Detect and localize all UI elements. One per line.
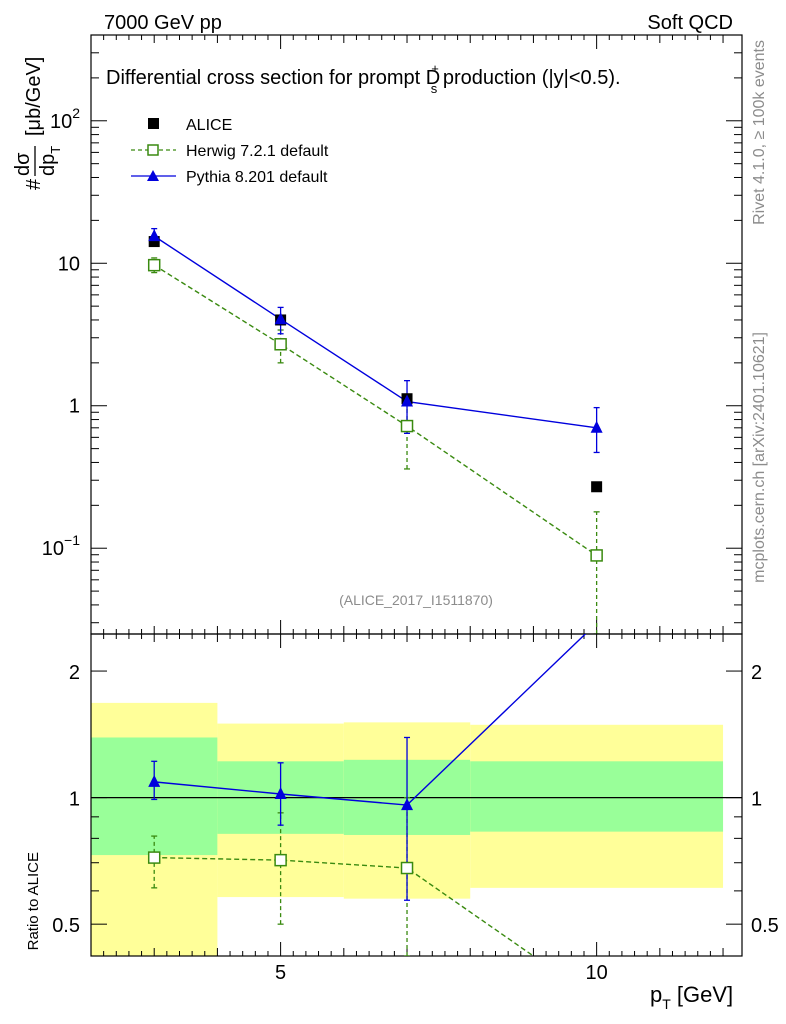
legend-alice: ALICE: [148, 117, 232, 134]
ratio-pythia-line: [154, 634, 587, 806]
herwig-point-2: [400, 419, 414, 433]
ratio-pythia-point-1: [274, 786, 287, 799]
header-left: 7000 GeV pp: [104, 12, 222, 34]
ylabel-den: dp: [37, 154, 59, 176]
ratio-herwig-line: [154, 856, 535, 956]
ylabel-unit: [μb/GeV]: [23, 57, 45, 136]
rivet-label: Rivet 4.1.0, ≥ 100k events: [751, 40, 768, 225]
main-y-tick-label-1: 10: [58, 253, 80, 275]
legend-alice-marker: [148, 118, 159, 129]
ylabel-denominator: dpT: [37, 146, 63, 176]
ratio-y-tick-label-right-2: 0.5: [751, 915, 779, 937]
xlabel-sub: T: [662, 996, 671, 1012]
alice-point-3: [591, 481, 603, 493]
ratio-pythia-point-0: [148, 774, 161, 787]
ratio-plot-frame: [90, 633, 743, 957]
ylabel-hash: #: [23, 178, 45, 190]
herwig-point-0: [147, 258, 161, 272]
ratio-herwig-point-1: [274, 853, 287, 867]
main-data: [147, 227, 603, 634]
legend-herwig-label: Herwig 7.2.1 default: [186, 143, 329, 160]
ylabel-den-sub: T: [48, 146, 63, 154]
ratio-y-tick-label-right-0: 2: [751, 662, 762, 684]
legend: ALICE Herwig 7.2.1 default Pythia 8.201 …: [131, 117, 329, 186]
ratio-panel: 2 2 1 1 0.5 0.5 5 10 Ratio to ALICE pT [GeV]: [25, 633, 779, 1012]
main-y-tick-base-1: 10: [58, 253, 80, 275]
legend-herwig: Herwig 7.2.1 default: [131, 143, 329, 160]
chart-title: Differential cross section for prompt D+…: [106, 61, 621, 96]
legend-herwig-marker: [147, 144, 159, 156]
ratio-pythia-point-2: [401, 798, 414, 811]
legend-pythia-label: Pythia 8.201 default: [186, 169, 328, 186]
main-y-tick-label-2: 1: [69, 396, 80, 418]
main-y-tick-base-0: 10: [50, 111, 72, 133]
main-y-tick-base-3: 10: [42, 538, 64, 560]
legend-pythia: Pythia 8.201 default: [131, 169, 328, 186]
x-tick-label-1: 10: [586, 962, 608, 984]
title-post: production (|y|<0.5).: [437, 67, 620, 89]
main-y-tick-base-2: 1: [69, 396, 80, 418]
pythia-point-2: [401, 394, 414, 407]
ratio-y-tick-label-left-1: 1: [69, 789, 80, 811]
alice-point-0: [148, 236, 160, 248]
main-y-tick-label-3: 10−1: [42, 532, 80, 560]
pythia-point-3: [590, 420, 603, 433]
x-axis-label: pT [GeV]: [650, 982, 733, 1012]
legend-pythia-marker: [147, 170, 159, 181]
ratio-herwig-point-2: [400, 861, 414, 875]
ratio-bands: [91, 702, 724, 956]
analysis-watermark: (ALICE_2017_I1511870): [339, 592, 493, 608]
pythia-point-1: [274, 312, 287, 325]
main-y-tick-exp-3: −1: [64, 532, 80, 548]
title-pre: Differential cross section for prompt D: [106, 67, 440, 89]
ratio-herwig-point-0: [147, 851, 161, 864]
main-y-tick-label-0: 102: [50, 105, 80, 133]
pythia-point-0: [148, 229, 161, 242]
main-ylabel: # dσ dpT [μb/GeV]: [12, 57, 63, 190]
ratio-ylabel: Ratio to ALICE: [25, 852, 42, 950]
herwig-line: [153, 264, 598, 557]
mcplots-label: mcplots.cern.ch [arXiv:2401.10621]: [751, 332, 768, 583]
ylabel-numerator: dσ: [12, 152, 34, 176]
ratio-y-tick-label-left-0: 2: [69, 662, 80, 684]
legend-alice-label: ALICE: [186, 117, 232, 134]
herwig-point-3: [590, 549, 603, 562]
header-right: Soft QCD: [647, 12, 733, 34]
ratio-y-tick-label-left-2: 0.5: [52, 915, 80, 937]
pythia-line: [153, 235, 597, 429]
title-sub: s: [431, 81, 438, 96]
stat-uncertainty-band-3: [470, 761, 724, 832]
xlabel-p: p: [650, 982, 662, 1007]
herwig-point-1: [274, 338, 287, 351]
x-tick-label-0: 5: [275, 962, 286, 984]
title-sup: +: [431, 61, 439, 76]
xlabel-unit: [GeV]: [671, 982, 733, 1007]
ratio-data: [147, 634, 587, 956]
ratio-axis-ticks: 2 2 1 1 0.5 0.5 5 10: [52, 634, 779, 984]
ratio-y-tick-label-right-1: 1: [751, 789, 762, 811]
main-y-tick-exp-0: 2: [72, 105, 80, 121]
